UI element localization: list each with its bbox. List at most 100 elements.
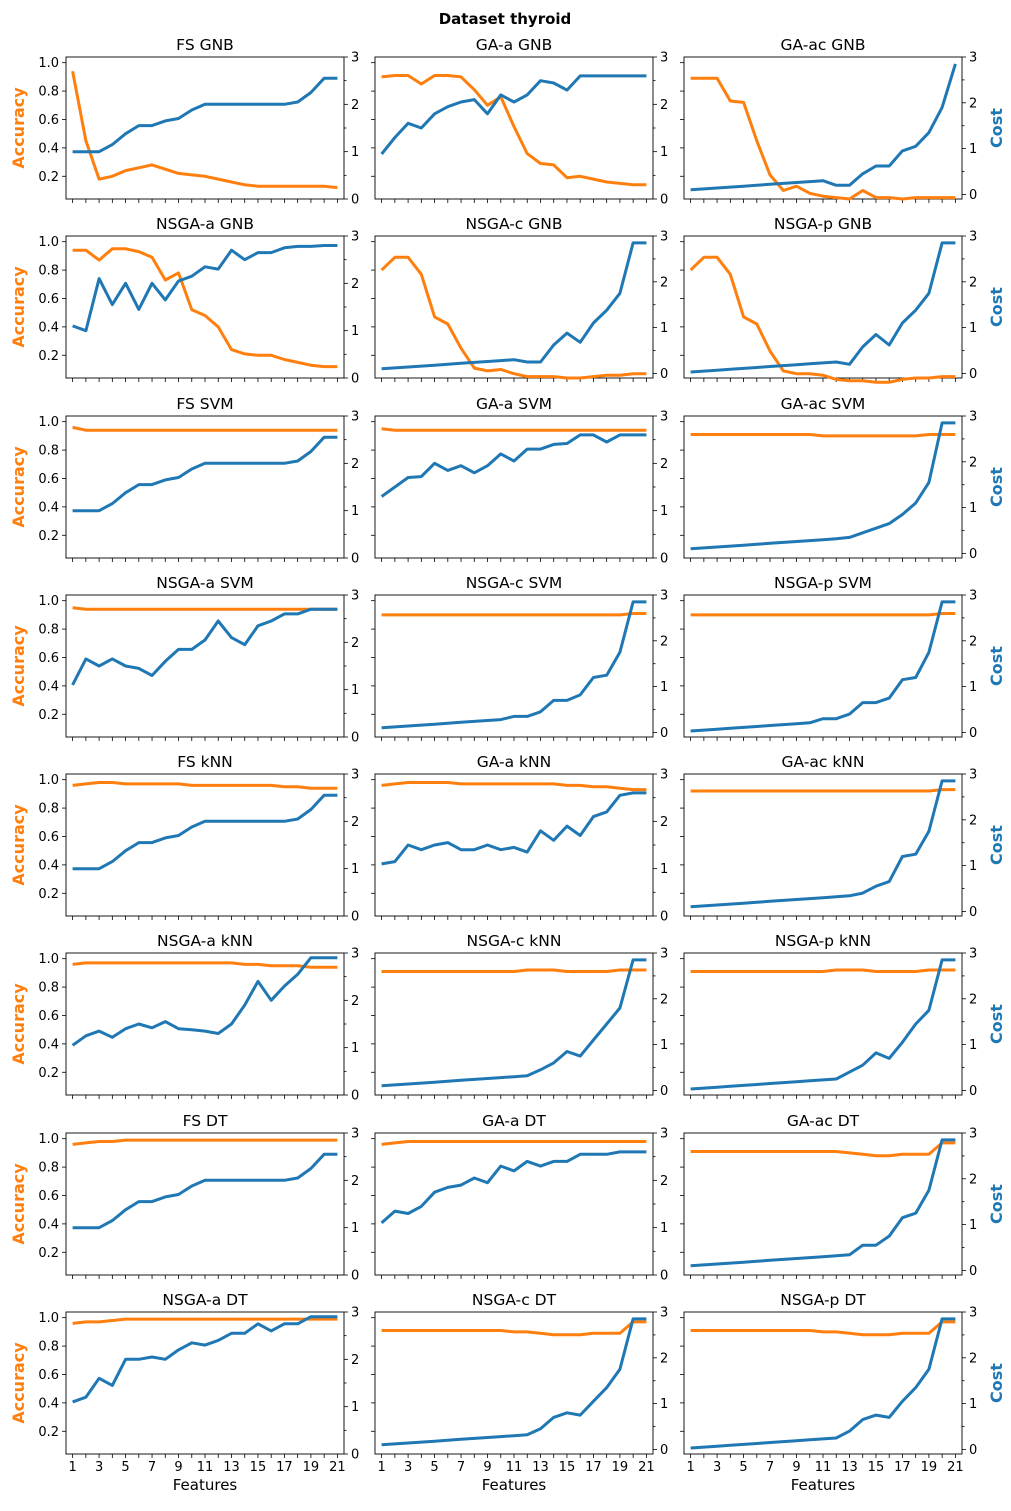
y2-tick-label: 1 [351, 1400, 359, 1415]
accuracy-line [690, 1141, 956, 1158]
y2-tick-label: 2 [660, 98, 668, 113]
y2-tick-label: 3 [660, 589, 668, 604]
cost-line [71, 956, 338, 1047]
panel: NSGA-c kNN 0 1 2 3 [371, 932, 668, 1099]
y2-tick-label: 0 [660, 552, 668, 567]
y2-tick-label: 1 [351, 1221, 359, 1236]
y-tick-label: 0.6 [38, 830, 59, 845]
accuracy-line [690, 968, 956, 973]
y-tick-label: 1.0 [38, 56, 59, 71]
cost-axis-label: Cost [987, 1184, 1006, 1224]
y2-tick-label: 1 [660, 1221, 668, 1236]
y2-tick-label: 1 [351, 683, 359, 698]
y-tick-label: 0.4 [38, 858, 59, 873]
y2-tick-label: 2 [351, 815, 359, 830]
y2-tick-label: 1 [969, 142, 977, 157]
cost-axis-label: Cost [987, 825, 1006, 865]
y2-tick-label: 2 [660, 992, 668, 1007]
cost-axis-label: Cost [987, 467, 1006, 507]
panel-title: NSGA-a DT [162, 1291, 248, 1309]
accuracy-axis-label: Accuracy [9, 87, 28, 169]
panel: GA-a SVM 0 1 2 3 [371, 395, 668, 567]
y-tick-label: 0.4 [38, 679, 59, 694]
accuracy-line [381, 1320, 647, 1337]
accuracy-axis-label: Accuracy [9, 804, 28, 886]
x-tick-label: 17 [585, 1460, 602, 1475]
panel-title: GA-a kNN [477, 753, 551, 771]
x-tick-label: 19 [612, 1460, 629, 1475]
y2-tick-label: 0 [351, 1269, 359, 1284]
y-tick-label: 0.8 [38, 85, 59, 100]
cost-line [690, 421, 956, 551]
panel: FS kNN 0.2 0.4 0.6 0.8 1.0 Accuracy 0 1 2 3 [9, 753, 359, 925]
cost-line [690, 600, 956, 733]
y2-tick-label: 3 [660, 1306, 668, 1321]
x-axis-label: Features [482, 1476, 547, 1494]
y-tick-label: 1.0 [38, 594, 59, 609]
panel: FS DT 0.2 0.4 0.6 0.8 1.0 Accuracy 0 1 2 3 [9, 1112, 359, 1284]
cost-line [72, 793, 338, 871]
x-tick-label: 1 [68, 1460, 76, 1475]
x-tick-label: 13 [223, 1460, 240, 1475]
accuracy-axis-label: Accuracy [9, 266, 28, 348]
y2-tick-label: 0 [969, 547, 977, 562]
panel: NSGA-a DT1 3 5 7 9 11 13 15 17 19 21Features0.20.4… [9, 1291, 359, 1494]
accuracy-line [690, 1320, 956, 1337]
y2-tick-label: 0 [660, 1084, 668, 1099]
y-tick-label: 0.6 [38, 292, 59, 307]
y-tick-label: 0.6 [38, 113, 59, 128]
x-tick-label: 7 [148, 1460, 156, 1475]
accuracy-line [380, 255, 647, 380]
plot-frame [65, 773, 345, 917]
y2-tick-label: 1 [660, 1038, 668, 1053]
y2-tick-label: 1 [660, 145, 668, 160]
panel-title: NSGA-p DT [780, 1291, 866, 1309]
y2-tick-label: 0 [351, 731, 359, 746]
x-tick-label: 3 [404, 1460, 412, 1475]
y2-tick-label: 3 [660, 51, 668, 66]
y2-tick-label: 2 [660, 634, 668, 649]
y2-tick-label: 2 [660, 1351, 668, 1366]
accuracy-line [72, 425, 338, 432]
y-tick-label: 0.8 [38, 981, 59, 996]
accuracy-line [381, 781, 647, 792]
y2-tick-label: 0 [660, 1443, 668, 1458]
y2-tick-label: 3 [969, 410, 977, 425]
cost-line [690, 63, 957, 192]
y2-tick-label: 1 [969, 859, 977, 874]
cost-axis-label: Cost [987, 287, 1006, 327]
y2-tick-label: 3 [351, 1306, 359, 1321]
accuracy-axis-label: Accuracy [9, 1342, 28, 1424]
y2-tick-label: 1 [660, 321, 668, 336]
panel: GA-a DT 0 1 2 3 [371, 1112, 668, 1284]
y2-tick-label: 2 [969, 455, 977, 470]
y2-tick-label: 0 [969, 188, 977, 203]
x-tick-label: 7 [457, 1460, 465, 1475]
y-tick-label: 0.2 [38, 170, 59, 185]
y2-tick-label: 3 [660, 947, 668, 962]
y-tick-label: 0.2 [38, 1246, 59, 1261]
panel: GA-a GNB 0 1 2 3 [371, 36, 668, 208]
y2-tick-label: 1 [351, 862, 359, 877]
panel-title: NSGA-p GNB [774, 215, 872, 233]
x-tick-label: 11 [506, 1460, 523, 1475]
y2-tick-label: 0 [351, 552, 359, 567]
panel-title: FS SVM [176, 395, 233, 413]
panel: GA-ac kNN 0 1 2 3 Cost [680, 753, 1006, 920]
cost-line [380, 74, 647, 155]
accuracy-line [690, 612, 956, 617]
y-tick-label: 0.4 [38, 320, 59, 335]
x-tick-label: 19 [921, 1460, 938, 1475]
y2-tick-label: 1 [351, 324, 359, 339]
y-tick-label: 0.2 [38, 1425, 59, 1440]
y2-tick-label: 2 [660, 1174, 668, 1189]
panel-title: GA-a SVM [476, 395, 552, 413]
x-tick-label: 15 [559, 1460, 576, 1475]
accuracy-line [689, 255, 956, 384]
y2-tick-label: 0 [351, 1089, 359, 1104]
cost-axis-label: Cost [987, 1363, 1006, 1403]
y2-tick-label: 3 [660, 410, 668, 425]
y2-tick-label: 0 [660, 726, 668, 741]
cost-line [690, 1317, 956, 1450]
